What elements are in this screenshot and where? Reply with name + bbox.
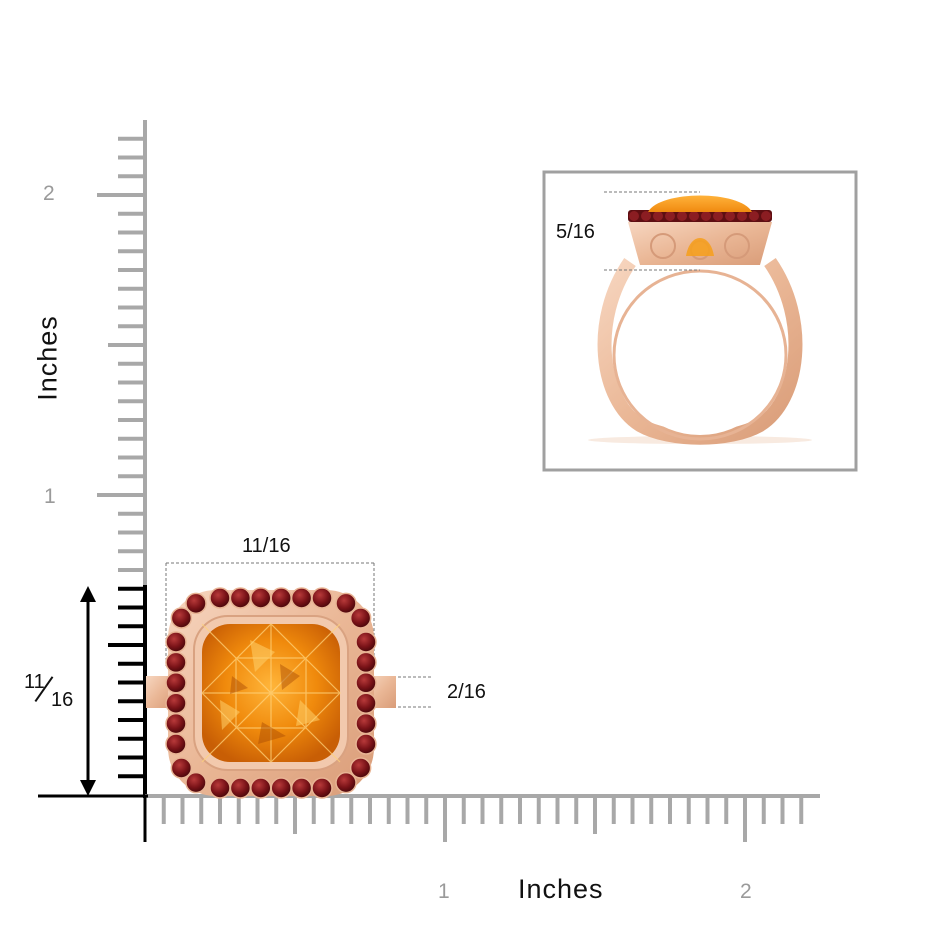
profile-garnet-bead (629, 211, 639, 221)
garnet-bead (290, 587, 313, 609)
profile-garnet-bead (653, 211, 663, 221)
garnet-bead (185, 771, 207, 794)
garnet-bead (349, 607, 372, 629)
band-width-label: 2/16 (447, 681, 486, 703)
garnet-halo (165, 587, 377, 799)
ring-side-view (588, 195, 812, 445)
height-label-denominator: 16 (51, 689, 74, 711)
y-tick-label-2: 2 (43, 182, 55, 205)
citrine-highlights (220, 640, 320, 730)
finger-hole (618, 275, 782, 435)
garnet-bead (355, 712, 377, 735)
x-tick-label-2: 2 (740, 880, 752, 903)
garnet-bead (165, 692, 187, 714)
profile-garnet-bead (701, 211, 711, 221)
garnet-bead (209, 587, 231, 609)
profile-height-label: 5/16 (556, 221, 595, 243)
garnet-bead (311, 587, 333, 609)
height-arrow (80, 586, 96, 796)
x-tick-label-1: 1 (438, 880, 450, 903)
profile-garnet-bead (689, 211, 699, 221)
garnet-bead (355, 631, 377, 653)
x-axis-label: Inches (518, 874, 604, 904)
garnet-bead (355, 672, 377, 694)
profile-garnet-bead (641, 211, 651, 221)
ring-top-view (146, 587, 396, 799)
profile-height-bracket (604, 191, 700, 271)
height-label-numerator: 11 (24, 671, 45, 693)
garnet-bead (185, 592, 207, 615)
garnet-bead (165, 651, 187, 674)
height-label: 11 16 (24, 670, 80, 714)
citrine-shadows (230, 664, 300, 744)
profile-citrine (648, 195, 752, 212)
profile-garnet-bead (761, 211, 771, 221)
garnet-bead (250, 587, 272, 609)
garnet-bead (355, 651, 377, 674)
garnet-bead (355, 733, 377, 755)
garnet-bead (165, 631, 187, 653)
profile-garnet-bead (749, 211, 759, 221)
garnet-bead (170, 607, 193, 629)
profile-garnet-bead (665, 211, 675, 221)
y-tick-label-1: 1 (44, 485, 56, 508)
garnet-bead (165, 672, 187, 694)
garnet-bead (290, 777, 313, 799)
garnet-bead (165, 733, 187, 755)
vertical-ruler (97, 120, 147, 798)
garnet-bead (229, 587, 252, 609)
garnet-bead (335, 592, 357, 615)
width-label: 11/16 (242, 535, 291, 557)
profile-garnet-row (628, 210, 772, 222)
profile-garnet-bead (725, 211, 735, 221)
garnet-bead (311, 777, 333, 799)
band-width-bracket (378, 676, 433, 708)
garnet-bead (270, 587, 292, 609)
garnet-bead (165, 712, 187, 735)
profile-garnet-bead (737, 211, 747, 221)
garnet-bead (250, 777, 272, 799)
garnet-bead (335, 771, 357, 794)
y-axis-label: Inches (32, 315, 63, 401)
citrine-facets (201, 623, 341, 763)
garnet-bead (355, 692, 377, 714)
profile-garnet-bead (677, 211, 687, 221)
garnet-bead (229, 777, 252, 799)
profile-garnet-bead (713, 211, 723, 221)
horizontal-ruler (145, 794, 820, 842)
garnet-bead (170, 757, 193, 779)
garnet-bead (209, 777, 231, 799)
garnet-bead (349, 757, 372, 779)
garnet-bead (270, 777, 292, 799)
